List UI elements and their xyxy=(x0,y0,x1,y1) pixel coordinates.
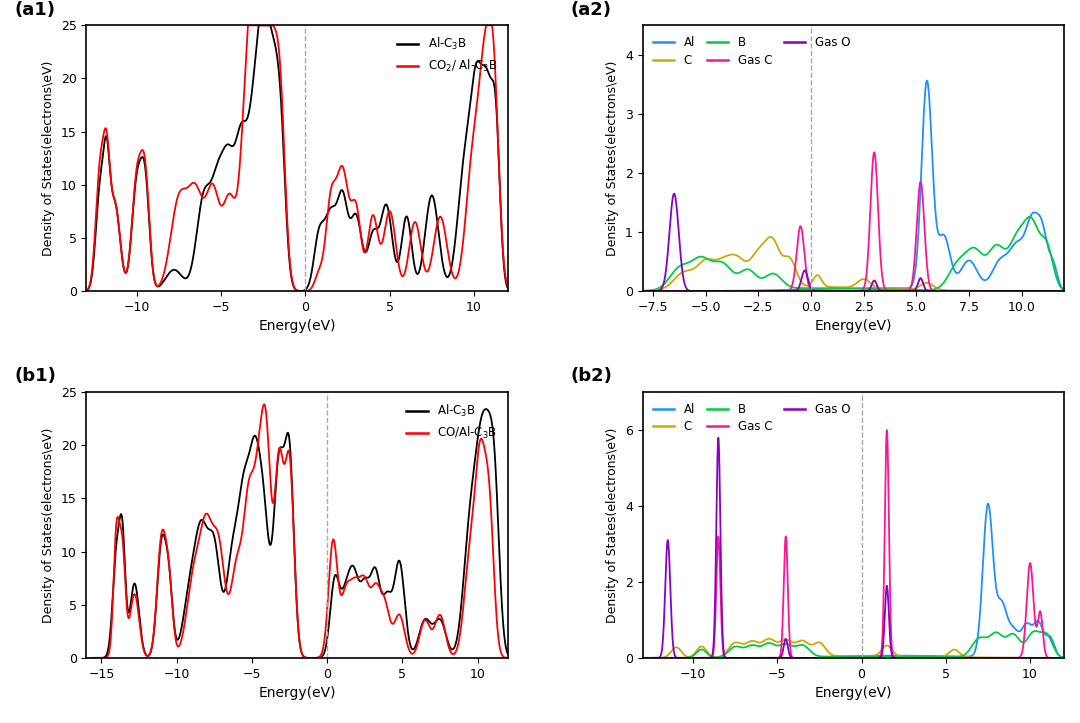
Legend: Al-C$_3$B, CO$_2$/ Al-C$_3$B: Al-C$_3$B, CO$_2$/ Al-C$_3$B xyxy=(392,31,502,79)
Legend: Al-C$_3$B, CO/Al-C$_3$B: Al-C$_3$B, CO/Al-C$_3$B xyxy=(402,398,502,445)
Legend: Al, C, B, Gas C, Gas O: Al, C, B, Gas C, Gas O xyxy=(648,31,855,72)
Y-axis label: Density of States(electrons\eV): Density of States(electrons\eV) xyxy=(606,61,619,256)
X-axis label: Energy(eV): Energy(eV) xyxy=(258,320,336,333)
X-axis label: Energy(eV): Energy(eV) xyxy=(258,686,336,700)
Y-axis label: Density of States(electrons\eV): Density of States(electrons\eV) xyxy=(42,427,55,623)
Text: (a1): (a1) xyxy=(15,1,56,19)
Text: (b2): (b2) xyxy=(571,367,612,385)
Legend: Al, C, B, Gas C, Gas O: Al, C, B, Gas C, Gas O xyxy=(648,398,855,438)
Y-axis label: Density of States(electrons\eV): Density of States(electrons\eV) xyxy=(42,61,55,256)
X-axis label: Energy(eV): Energy(eV) xyxy=(814,686,892,700)
Text: (b1): (b1) xyxy=(15,367,56,385)
Text: (a2): (a2) xyxy=(571,1,612,19)
X-axis label: Energy(eV): Energy(eV) xyxy=(814,320,892,333)
Y-axis label: Density of States(electrons\eV): Density of States(electrons\eV) xyxy=(606,427,619,623)
